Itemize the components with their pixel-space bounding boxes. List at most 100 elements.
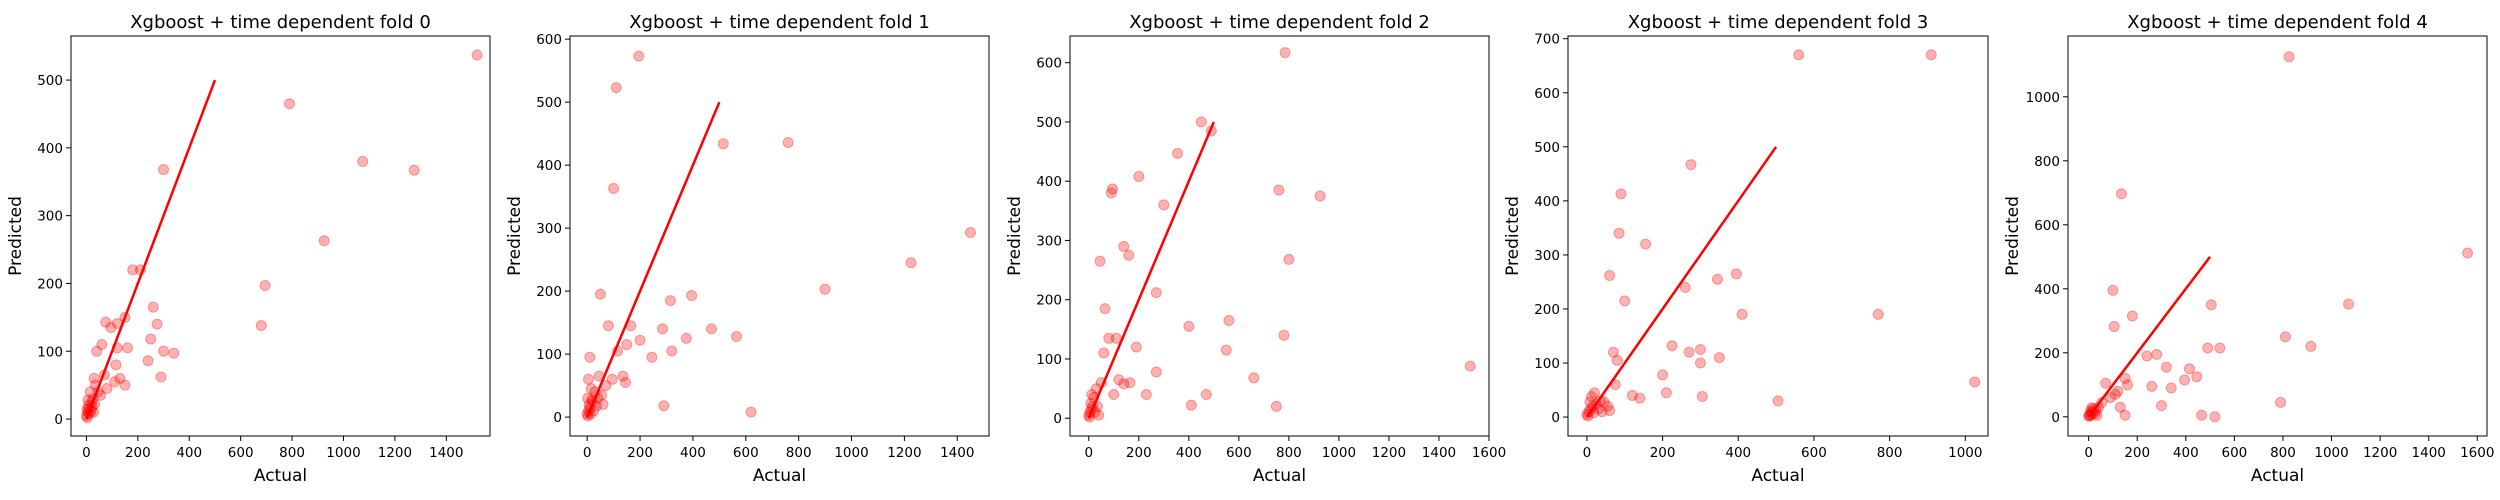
y-tick-label: 0 — [1053, 411, 1062, 427]
scatter-point — [142, 355, 154, 367]
scatter-point — [1604, 269, 1616, 281]
scatter-point — [2214, 342, 2226, 354]
marks — [1083, 47, 1476, 423]
scatter-point — [1604, 405, 1616, 417]
scatter-point — [2119, 372, 2131, 384]
x-tick-label: 600 — [1801, 445, 1827, 461]
scatter-point — [84, 386, 96, 398]
scatter-point — [1626, 389, 1638, 401]
y-tick-label: 1000 — [2026, 90, 2060, 106]
x-tick-label: 1400 — [2412, 445, 2446, 461]
marks — [1581, 49, 1981, 422]
scatter-point — [1108, 389, 1120, 401]
scatter-point — [96, 338, 108, 350]
x-tick-label: 600 — [1226, 445, 1252, 461]
y-tick-label: 300 — [1036, 233, 1062, 249]
x-tick-label: 400 — [680, 445, 706, 461]
marks — [2083, 51, 2474, 423]
x-tick-label: 1200 — [1372, 445, 1406, 461]
plot-frame — [2067, 35, 2488, 437]
scatter-point — [634, 334, 646, 346]
scatter-point — [1685, 159, 1697, 171]
x-axis-label: Actual — [753, 466, 806, 486]
y-tick-label: 300 — [37, 209, 63, 225]
scatter-point — [1464, 360, 1476, 372]
scatter-point — [2305, 340, 2317, 352]
scatter-point — [621, 339, 633, 351]
scatter-point — [2105, 392, 2117, 404]
scatter-point — [964, 227, 976, 239]
scatter-point — [318, 235, 330, 247]
scatter-point — [2108, 321, 2120, 333]
plot-frame — [70, 35, 491, 437]
scatter-point — [471, 49, 483, 61]
y-axis-label: Predicted — [1503, 196, 1523, 276]
scatter-point — [1607, 346, 1619, 358]
chart-panel-2: 0 200 400 600 800 1000 1200 1400 1600 0 100 200 300 4… — [1005, 12, 1506, 486]
x-tick-label: 400 — [2173, 445, 2199, 461]
x-tick-label: 400 — [176, 445, 202, 461]
scatter-point — [2122, 379, 2134, 391]
y-tick-label: 700 — [1534, 32, 1560, 48]
scatter-point — [594, 288, 606, 300]
scatter-point — [2100, 377, 2112, 389]
scatter-point — [109, 376, 121, 388]
scatter-point — [110, 359, 122, 371]
scatter-point — [2114, 401, 2126, 413]
scatter-point — [1183, 320, 1195, 332]
scatter-point — [1683, 346, 1695, 358]
x-tick-label: 1400 — [429, 445, 463, 461]
scatter-point — [1223, 314, 1235, 326]
scatter-point — [105, 322, 117, 334]
scatter-point — [2343, 298, 2355, 310]
chart-panel-3: 0 200 400 600 800 1000 0 100 200 300 400 500 600 700 X… — [1503, 12, 1989, 486]
x-tick-label: 1600 — [1472, 445, 1506, 461]
scatter-point — [1772, 395, 1784, 407]
scatter-point — [608, 182, 620, 194]
scatter-point — [155, 371, 167, 383]
scatter-point — [2112, 385, 2124, 397]
scatter-point — [582, 392, 594, 404]
x-tick-label: 1000 — [2314, 445, 2348, 461]
scatter-point — [1584, 396, 1596, 408]
scatter-point — [2141, 350, 2153, 362]
scatter-point — [583, 373, 595, 385]
scatter-point — [2283, 51, 2295, 63]
y-tick-label: 0 — [2051, 410, 2060, 426]
scatter-point — [620, 376, 632, 388]
chart-panel-0: 0 200 400 600 800 1000 1200 1400 0 100 200 300 400 50… — [6, 12, 491, 486]
scatter-point — [1124, 377, 1136, 389]
x-tick-label: 200 — [1126, 445, 1152, 461]
scatter-point — [1585, 391, 1597, 403]
scatter-point — [2196, 409, 2208, 421]
scatter-point — [88, 372, 100, 384]
y-axis-label: Predicted — [2003, 196, 2023, 276]
x-axis-label: Actual — [1253, 466, 1306, 486]
scatter-point — [147, 301, 159, 313]
y-tick-label: 600 — [1036, 56, 1062, 72]
scatter-point — [680, 332, 692, 344]
scatter-point — [1588, 387, 1600, 399]
y-tick-label: 200 — [1036, 293, 1062, 309]
y-tick-label: 600 — [536, 32, 562, 48]
x-tick-label: 1600 — [2460, 445, 2494, 461]
x-tick-label: 600 — [228, 445, 254, 461]
scatter-point — [1185, 399, 1197, 411]
scatter-point — [1107, 183, 1119, 195]
scatter-point — [1736, 308, 1748, 320]
scatter-point — [1118, 378, 1130, 390]
y-tick-label: 600 — [1534, 86, 1560, 102]
scatter-point — [602, 320, 614, 332]
reference-line — [1087, 121, 1215, 419]
scatter-point — [158, 164, 170, 176]
scatter-point — [151, 318, 163, 330]
scatter-point — [819, 283, 831, 295]
scatter-point — [101, 383, 113, 395]
scatter-point — [145, 333, 157, 345]
scatter-point — [1172, 147, 1184, 159]
chart-title: Xgboost + time dependent fold 4 — [2127, 12, 2428, 33]
scatter-point — [717, 138, 729, 150]
scatter-point — [1099, 303, 1111, 315]
x-tick-label: 600 — [2221, 445, 2247, 461]
